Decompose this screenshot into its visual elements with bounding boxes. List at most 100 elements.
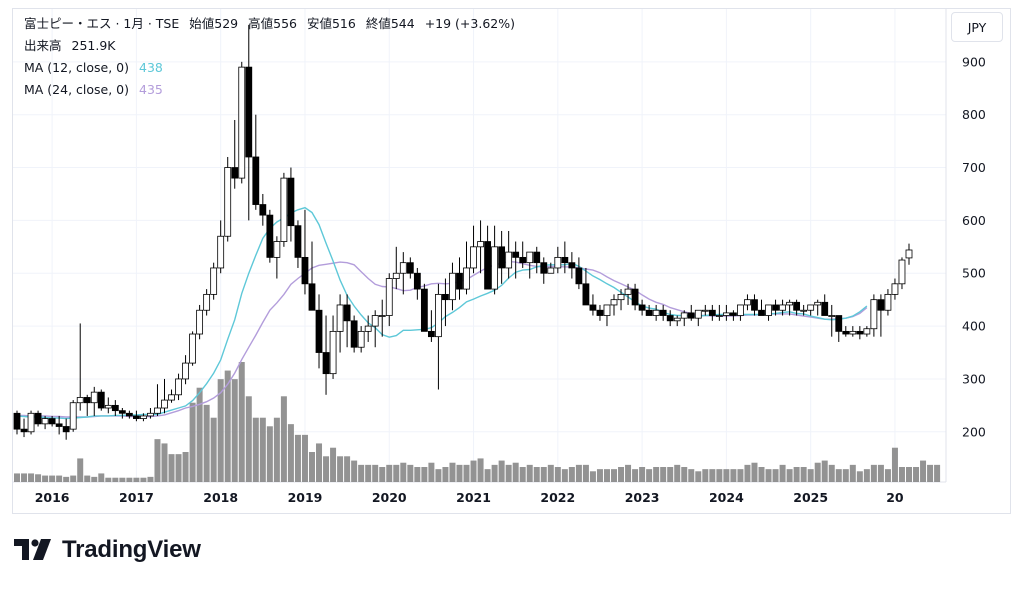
y-tick-label: 800 [962, 107, 986, 122]
candle-body [849, 330, 857, 335]
volume-bar [344, 456, 351, 482]
volume-bar [695, 471, 702, 482]
candle-body [435, 293, 442, 338]
candle-body [554, 256, 562, 269]
legend-volume-label: 出来高 [24, 38, 62, 53]
volume-bar [175, 454, 182, 482]
volume-bar [42, 475, 49, 482]
volume-bar [365, 464, 372, 482]
candle-body [385, 278, 393, 316]
ma24-line [17, 260, 868, 418]
candle-body [638, 304, 646, 311]
y-tick-label: 300 [962, 371, 986, 386]
candle-body [484, 241, 491, 290]
volume-bar [126, 477, 133, 482]
volume-bar [477, 458, 484, 482]
candle-body [392, 272, 400, 279]
volume-bar [828, 464, 835, 482]
volume-bar [91, 476, 98, 482]
candle-body [357, 330, 365, 348]
x-tick-label: 2017 [119, 490, 154, 505]
volume-bar [28, 473, 35, 482]
candle-body [666, 315, 674, 322]
candle-body [20, 428, 28, 433]
price-chart[interactable]: 2016 2017 2018 2019 2020 2021 2022 2023 2024 2025… [13, 9, 1010, 513]
candle-body [765, 304, 772, 316]
volume-bar [906, 467, 912, 482]
volume-bar [273, 417, 280, 482]
volume-bar [737, 469, 744, 482]
volume-bar [589, 471, 596, 482]
candle-body [751, 299, 758, 311]
candle-body [168, 394, 175, 401]
volume-bar [224, 370, 231, 482]
legend-open: 始値529 [189, 16, 239, 31]
volume-bar [442, 467, 449, 482]
candle-body [631, 288, 639, 306]
chart-frame: 2016 2017 2018 2019 2020 2021 2022 2023 2024 2025… [12, 8, 1011, 514]
candle-body [224, 167, 232, 237]
volume-bar [758, 467, 765, 482]
volume-bar [498, 460, 505, 482]
candle-body [610, 299, 618, 306]
x-tick-label: 2023 [625, 490, 660, 505]
legend-ma24[interactable]: MA (24, close, 0) 435 [24, 82, 169, 98]
candle-body [821, 301, 829, 316]
volume-bar [765, 469, 772, 482]
volume-bar [491, 464, 498, 482]
volume-bar [533, 467, 540, 482]
candle-body [856, 330, 864, 335]
volume-bar [49, 475, 56, 482]
volume-bar [807, 469, 814, 482]
candle-body [266, 214, 274, 258]
currency-button[interactable]: JPY [951, 12, 1003, 42]
volume-bar [596, 469, 603, 482]
volume-bar [252, 417, 259, 482]
volume-bar [35, 474, 42, 482]
candle-body [540, 262, 548, 274]
candle-body [76, 397, 84, 404]
candle-body [308, 283, 316, 311]
x-tick-label: 2025 [793, 490, 828, 505]
legend-ma12[interactable]: MA (12, close, 0) 438 [24, 60, 169, 76]
candle-body [463, 267, 470, 290]
volume-bar [751, 462, 758, 482]
candle-body [814, 301, 822, 306]
x-tick-label: 2016 [35, 490, 70, 505]
volume-bar [519, 467, 526, 482]
candle-body [877, 299, 885, 311]
legend-volume-value: 251.9K [71, 38, 116, 53]
volume-bar [723, 469, 730, 482]
candle-body [526, 251, 534, 264]
candle-body [118, 410, 126, 414]
candle-body [273, 241, 281, 258]
volume-bar [863, 469, 870, 482]
legend-ma12-label: MA (12, close, 0) [24, 60, 130, 75]
volume-bar [168, 454, 175, 482]
candle-body [238, 66, 246, 179]
candle-body [378, 315, 386, 317]
volume-bar [702, 469, 709, 482]
candle-body [245, 66, 253, 158]
candle-body [133, 415, 140, 419]
y-tick-label: 600 [962, 213, 986, 228]
tradingview-logo[interactable]: TradingView [14, 536, 201, 564]
candle-body [498, 246, 506, 269]
volume-bar [709, 469, 716, 482]
volume-bar [856, 471, 863, 482]
legend-ma12-value: 438 [139, 60, 163, 75]
candle-body [828, 315, 836, 317]
x-tick-label: 2021 [456, 490, 491, 505]
candle-body [786, 301, 793, 306]
volume-bar [217, 379, 224, 482]
candle-body [259, 204, 267, 216]
volume-bar [716, 469, 723, 482]
candle-body [97, 391, 105, 409]
volume-bar [934, 464, 941, 482]
volume-bar [428, 462, 435, 482]
candle-body [83, 397, 91, 404]
volume-bar [70, 475, 77, 482]
volume-bar [927, 464, 934, 482]
candle-body [758, 309, 765, 316]
volume-bar [245, 396, 252, 482]
